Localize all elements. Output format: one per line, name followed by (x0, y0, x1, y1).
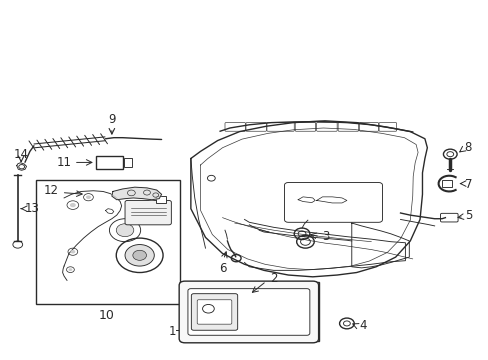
FancyBboxPatch shape (295, 123, 315, 131)
FancyBboxPatch shape (179, 281, 318, 343)
FancyBboxPatch shape (191, 294, 237, 330)
Bar (180, 282, 319, 341)
FancyBboxPatch shape (266, 123, 294, 131)
Text: 11: 11 (56, 156, 71, 169)
Text: 5: 5 (464, 210, 471, 222)
FancyBboxPatch shape (224, 123, 245, 131)
Circle shape (116, 224, 134, 237)
Text: 4: 4 (358, 319, 366, 332)
Text: 6: 6 (218, 262, 226, 275)
Circle shape (133, 250, 146, 260)
Circle shape (86, 195, 91, 199)
FancyBboxPatch shape (359, 123, 378, 131)
Polygon shape (112, 187, 161, 200)
Circle shape (125, 244, 154, 266)
FancyBboxPatch shape (337, 123, 358, 131)
FancyBboxPatch shape (245, 123, 266, 131)
Text: 13: 13 (25, 202, 40, 215)
FancyBboxPatch shape (316, 123, 336, 131)
Text: 9: 9 (108, 113, 115, 126)
Text: 14: 14 (13, 148, 28, 161)
Bar (156, 196, 166, 203)
Text: 7: 7 (464, 178, 471, 191)
FancyBboxPatch shape (187, 289, 309, 335)
Text: 12: 12 (43, 184, 59, 197)
Bar (123, 158, 132, 167)
FancyBboxPatch shape (125, 201, 171, 225)
Text: 1: 1 (168, 325, 176, 338)
Circle shape (70, 203, 76, 207)
Text: 10: 10 (99, 309, 115, 322)
Bar (442, 180, 451, 187)
FancyBboxPatch shape (197, 300, 231, 324)
Text: 3: 3 (322, 230, 329, 243)
Bar (96, 156, 122, 169)
FancyBboxPatch shape (378, 123, 396, 131)
Bar (36, 180, 179, 304)
Circle shape (70, 250, 75, 253)
Text: 8: 8 (463, 141, 470, 154)
Text: 2: 2 (269, 272, 277, 285)
Circle shape (68, 268, 72, 271)
FancyBboxPatch shape (440, 213, 457, 222)
